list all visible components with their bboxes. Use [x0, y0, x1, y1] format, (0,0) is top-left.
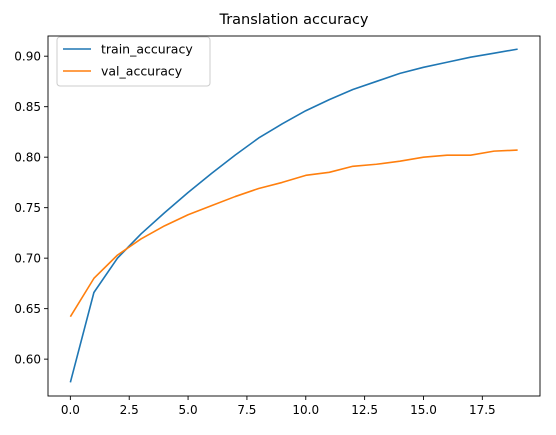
x-tick-label: 5.0 [179, 403, 198, 417]
x-tick-label: 2.5 [120, 403, 139, 417]
legend: train_accuracy val_accuracy [57, 37, 210, 86]
x-tick-label: 0.0 [61, 403, 80, 417]
x-tick-label: 12.5 [351, 403, 378, 417]
y-tick-label: 0.65 [14, 302, 41, 316]
x-tick-label: 17.5 [469, 403, 496, 417]
y-tick-label: 0.75 [14, 201, 41, 215]
x-tick-label: 15.0 [410, 403, 437, 417]
chart-title: Translation accuracy [218, 12, 368, 28]
x-tick-label: 7.5 [237, 403, 256, 417]
x-tick-label: 10.0 [292, 403, 319, 417]
y-tick-label: 0.70 [14, 251, 41, 265]
y-tick-label: 0.80 [14, 150, 41, 164]
y-tick-label: 0.60 [14, 352, 41, 366]
y-tick-label: 0.90 [14, 49, 41, 63]
legend-label-val-accuracy: val_accuracy [101, 64, 183, 79]
legend-label-train-accuracy: train_accuracy [101, 42, 193, 57]
y-tick-label: 0.85 [14, 100, 41, 114]
